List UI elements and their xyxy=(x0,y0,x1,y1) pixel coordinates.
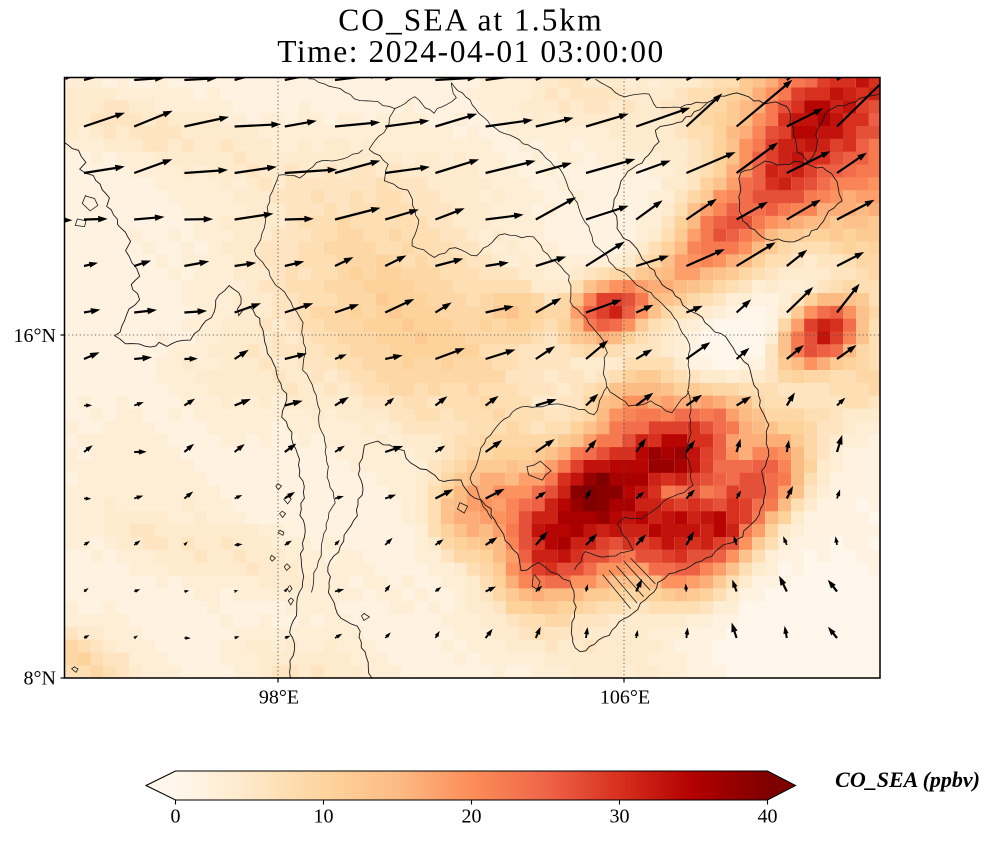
svg-text:30: 30 xyxy=(610,806,630,828)
svg-text:CO_SEA at 1.5km: CO_SEA at 1.5km xyxy=(338,3,603,38)
svg-text:20: 20 xyxy=(462,806,482,828)
svg-text:0: 0 xyxy=(171,806,181,828)
svg-text:16°N: 16°N xyxy=(14,325,56,347)
svg-text:98°E: 98°E xyxy=(259,687,299,709)
svg-text:40: 40 xyxy=(758,806,778,828)
svg-text:8°N: 8°N xyxy=(24,668,56,690)
svg-text:10: 10 xyxy=(314,806,334,828)
svg-text:CO_SEA (ppbv): CO_SEA (ppbv) xyxy=(835,767,980,792)
svg-text:Time: 2024-04-01 03:00:00: Time: 2024-04-01 03:00:00 xyxy=(277,34,665,69)
svg-text:106°E: 106°E xyxy=(600,687,650,709)
